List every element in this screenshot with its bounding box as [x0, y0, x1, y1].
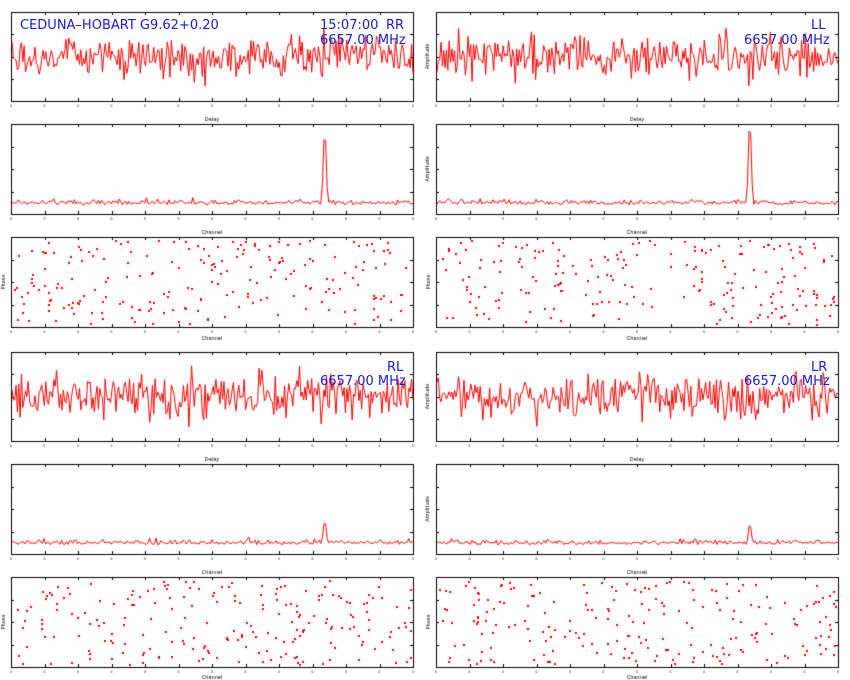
baseline-title: CEDUNA–HOBART G9.62+0.20: [20, 18, 219, 33]
rr-time: 15:07:00: [320, 18, 379, 33]
rl-frequency: 6657.00 MHz: [320, 374, 406, 389]
lr-frequency: 6657.00 MHz: [744, 374, 830, 389]
rr-frequency: 6657.00 MHz: [320, 33, 406, 48]
lr-pol-label: LR: [811, 360, 828, 375]
ll-pol-label: LL: [811, 18, 826, 33]
ll-frequency: 6657.00 MHz: [744, 33, 830, 48]
rr-pol-label: RR: [386, 18, 405, 33]
rl-pol-label: RL: [387, 360, 404, 375]
